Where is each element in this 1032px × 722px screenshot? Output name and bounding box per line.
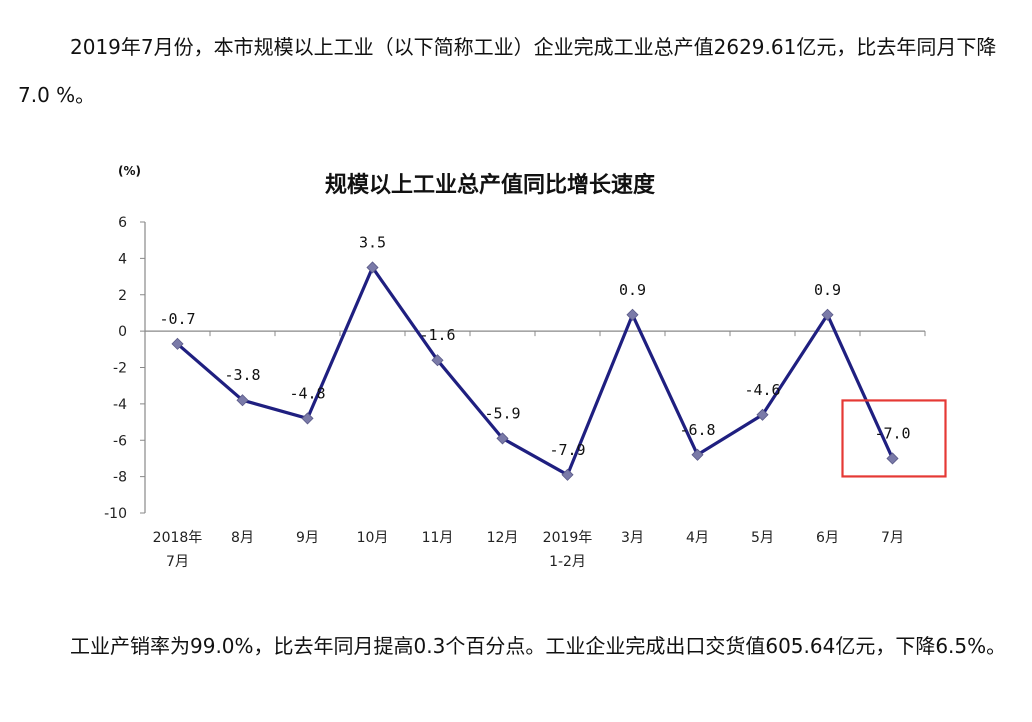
data-point-marker bbox=[886, 452, 899, 465]
x-tick-label: 8月 bbox=[231, 530, 254, 546]
data-label: 0.9 bbox=[814, 281, 841, 299]
y-tick-label: 0 bbox=[118, 324, 127, 340]
y-tick-label: -2 bbox=[113, 361, 127, 377]
data-point-marker bbox=[561, 468, 574, 481]
data-label: -4.8 bbox=[289, 384, 325, 402]
intro-paragraph: 2019年7月份，本市规模以上工业（以下简称工业）企业完成工业总产值2629.6… bbox=[18, 35, 997, 107]
data-label: 0.9 bbox=[619, 281, 646, 299]
y-tick-label: -10 bbox=[104, 506, 127, 522]
data-point-layer bbox=[171, 261, 899, 481]
data-point-marker bbox=[496, 432, 509, 445]
x-tick-label: 1-2月 bbox=[549, 554, 586, 570]
y-axis-unit-label: (%) bbox=[118, 164, 141, 178]
y-tick-label: 6 bbox=[118, 215, 127, 231]
data-point-marker bbox=[626, 308, 639, 321]
industrial-output-growth-chart: (%) 规模以上工业总产值同比增长速度 6 4 2 0 -2 -4 -6 -8 -10 -0.7… bbox=[104, 164, 947, 570]
data-label: -7.9 bbox=[549, 441, 585, 459]
data-label: 3.5 bbox=[359, 233, 386, 251]
highlight-box bbox=[841, 399, 947, 478]
data-label: -5.9 bbox=[484, 404, 520, 422]
chart-axes: 6 4 2 0 -2 -4 -6 -8 -10 bbox=[104, 215, 926, 522]
x-tick-label: 10月 bbox=[357, 530, 389, 546]
series-line-layer bbox=[176, 265, 894, 477]
data-label-layer: -0.7 -3.8 -4.8 3.5 -1.6 -5.9 -7.9 0.9 -6.8 -4.6 0.… bbox=[159, 233, 910, 458]
x-tick-label: 2018年 bbox=[153, 530, 203, 546]
highlight-layer bbox=[841, 399, 947, 478]
data-label: -3.8 bbox=[224, 366, 260, 384]
data-point-marker bbox=[691, 448, 704, 461]
y-tick-label: 4 bbox=[118, 251, 127, 267]
x-tick-label: 11月 bbox=[422, 530, 454, 546]
data-label: -0.7 bbox=[159, 310, 195, 328]
data-label: -4.6 bbox=[744, 381, 780, 399]
y-tick-label: -6 bbox=[113, 433, 127, 449]
x-tick-label: 3月 bbox=[621, 530, 644, 546]
x-tick-label: 7月 bbox=[166, 554, 189, 570]
data-label: -7.0 bbox=[874, 424, 910, 442]
data-point-marker bbox=[236, 394, 249, 407]
data-point-marker bbox=[171, 337, 184, 350]
y-tick-label: -8 bbox=[113, 470, 127, 486]
series-line bbox=[176, 265, 894, 477]
x-tick-label: 5月 bbox=[751, 530, 774, 546]
x-tick-label: 4月 bbox=[686, 530, 709, 546]
y-tick-label: 2 bbox=[118, 288, 127, 304]
data-label: -1.6 bbox=[419, 326, 455, 344]
data-point-marker bbox=[756, 408, 769, 421]
data-label: -6.8 bbox=[679, 421, 715, 439]
x-tick-label: 6月 bbox=[816, 530, 839, 546]
x-tick-label: 9月 bbox=[296, 530, 319, 546]
summary-paragraph: 工业产销率为99.0%，比去年同月提高0.3个百分点。工业企业完成出口交货值60… bbox=[70, 634, 1007, 658]
data-point-marker bbox=[301, 412, 314, 425]
chart-title: 规模以上工业总产值同比增长速度 bbox=[325, 172, 656, 198]
x-tick-labels: 2018年 7月 8月 9月 10月 11月 12月 2019年 1-2月 3月 4月 5月 6月 7月 bbox=[153, 530, 904, 570]
data-point-marker bbox=[366, 261, 379, 274]
data-point-marker bbox=[431, 354, 444, 367]
x-tick-label: 2019年 bbox=[543, 530, 593, 546]
data-point-marker bbox=[821, 308, 834, 321]
x-tick-label: 12月 bbox=[487, 530, 519, 546]
x-tick-label: 7月 bbox=[881, 530, 904, 546]
y-tick-label: -4 bbox=[113, 397, 127, 413]
